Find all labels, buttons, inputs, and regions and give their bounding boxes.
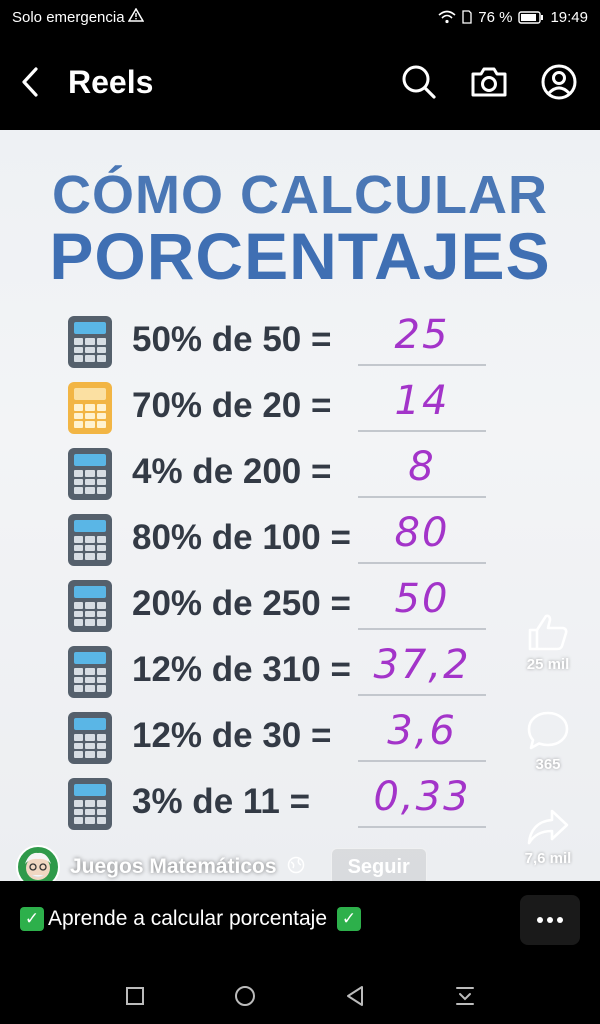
percent-row: 70% de 20 = 14 [68, 378, 508, 438]
avatar[interactable] [16, 845, 60, 889]
app-bar: Reels [0, 34, 600, 130]
warning-icon [127, 7, 144, 26]
share-count: 7,6 mil [524, 850, 572, 867]
back-button[interactable] [20, 58, 56, 106]
system-back-button[interactable] [335, 976, 375, 1016]
professor-face-icon [25, 852, 51, 880]
check-mark-icon: ✓ [337, 907, 362, 931]
carrier-text: Solo emergencia [12, 8, 125, 26]
calculator-icon [68, 448, 112, 500]
row-expression: 70% de 20 = [132, 386, 332, 425]
follow-button[interactable]: Seguir [330, 848, 427, 886]
notification-pull-button[interactable] [445, 976, 485, 1016]
answer-underline [358, 760, 486, 762]
globe-icon [287, 856, 305, 879]
calculator-icon [68, 712, 112, 764]
profile-button[interactable] [538, 61, 580, 103]
search-icon [402, 65, 436, 99]
channel-row: Juegos Matemáticos Seguir [16, 845, 427, 889]
wifi-icon [438, 10, 456, 24]
comment-action[interactable]: 365 [514, 710, 582, 773]
percent-row: 20% de 250 = 50 [68, 576, 508, 636]
like-count: 25 mil [526, 656, 570, 673]
comment-icon [527, 711, 569, 750]
status-bar: Solo emergencia 76 % 19:49 [0, 0, 600, 34]
video-title-line1: CÓMO CALCULAR [52, 165, 548, 225]
clock: 19:49 [550, 8, 588, 26]
percent-row: 80% de 100 = 80 [68, 510, 508, 570]
battery-percent: 76 % [478, 8, 513, 26]
calculator-icon [68, 580, 112, 632]
calculator-icon [68, 382, 112, 434]
row-answer: 14 [394, 378, 450, 424]
system-nav-bar [0, 968, 600, 1024]
row-answer: 0,33 [373, 774, 471, 820]
percent-row: 12% de 310 = 37,2 [68, 642, 508, 702]
sim-icon [462, 10, 472, 24]
percent-row: 4% de 200 = 8 [68, 444, 508, 504]
status-left: Solo emergencia [12, 7, 144, 26]
home-button[interactable] [225, 976, 265, 1016]
percent-row: 50% de 50 = 25 [68, 312, 508, 372]
calculator-icon [68, 316, 112, 368]
answer-underline [358, 496, 486, 498]
comment-count: 365 [535, 756, 561, 773]
row-expression: 80% de 100 = [132, 518, 351, 557]
circle-icon [235, 986, 255, 1006]
calculator-icon [68, 778, 112, 830]
chevron-left-icon [22, 67, 38, 97]
share-action[interactable]: 7,6 mil [514, 808, 582, 867]
app-actions [398, 61, 580, 103]
answer-underline [358, 628, 486, 630]
like-action[interactable]: 25 mil [514, 612, 582, 673]
reel-video[interactable]: CÓMO CALCULAR PORCENTAJES 50% de 50 = 25… [0, 130, 600, 881]
camera-icon [471, 67, 507, 97]
video-title-line2: PORCENTAJES [49, 219, 551, 293]
triangle-back-icon [347, 986, 363, 1006]
camera-button[interactable] [468, 61, 510, 103]
row-answer: 3,6 [387, 708, 457, 754]
check-mark-icon: ✓ [20, 907, 44, 931]
answer-underline [358, 562, 486, 564]
share-icon [527, 809, 569, 845]
answer-underline [358, 826, 486, 828]
row-answer: 37,2 [373, 642, 471, 688]
calculator-icon [68, 646, 112, 698]
square-icon [126, 987, 144, 1005]
more-dots-icon [537, 917, 563, 923]
row-expression: 20% de 250 = [132, 584, 351, 623]
row-expression: 12% de 310 = [132, 650, 351, 689]
status-right: 76 % 19:49 [438, 9, 588, 26]
pull-down-icon [456, 987, 474, 1005]
row-expression: 12% de 30 = [132, 716, 332, 755]
row-answer: 8 [408, 444, 436, 490]
row-answer: 50 [394, 576, 450, 622]
answer-underline [358, 430, 486, 432]
percent-row: 12% de 30 = 3,6 [68, 708, 508, 768]
battery-icon [518, 10, 544, 24]
channel-name[interactable]: Juegos Matemáticos [70, 855, 277, 878]
row-expression: 3% de 11 = [132, 782, 311, 821]
caption-area: ✓ Aprende a calcular porcentaje ✓ [0, 881, 600, 961]
caption[interactable]: ✓ Aprende a calcular porcentaje ✓ [20, 907, 362, 931]
calculator-icon [68, 514, 112, 566]
answer-underline [358, 364, 486, 366]
row-answer: 80 [394, 510, 450, 556]
answer-underline [358, 694, 486, 696]
recents-button[interactable] [115, 976, 155, 1016]
thumbs-up-icon [528, 614, 568, 651]
profile-icon [541, 64, 577, 100]
row-answer: 25 [394, 312, 450, 358]
percent-row: 3% de 11 = 0,33 [68, 774, 508, 834]
row-expression: 50% de 50 = [132, 320, 332, 359]
search-button[interactable] [398, 61, 440, 103]
caption-text: Aprende a calcular porcentaje [48, 907, 328, 930]
more-options-button[interactable] [520, 895, 580, 945]
row-expression: 4% de 200 = [132, 452, 332, 491]
page-title: Reels [68, 63, 154, 100]
